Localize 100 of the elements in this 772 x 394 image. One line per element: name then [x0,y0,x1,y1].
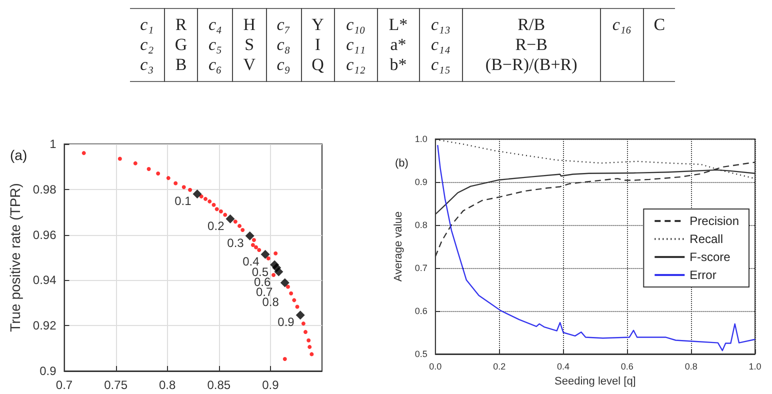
y-tick-label: 1.0 [414,134,428,144]
y-tick-label: 0.8 [414,220,428,230]
text: c₁₃ [430,15,450,34]
point [296,310,305,320]
point [254,245,258,250]
point [282,356,287,361]
point [257,248,262,252]
point [204,196,208,201]
text: Y [312,15,324,34]
text: S [244,35,254,54]
text: c₁₁ [346,35,366,54]
point [188,188,192,192]
annotation: 0.3 [227,236,244,250]
point [208,199,212,204]
annotation: 0.1 [174,194,192,208]
legend-label: Precision [690,214,740,228]
text: c₁ [140,15,154,34]
text: c₉ [276,55,290,74]
point [182,185,186,190]
text: c₁₄ [430,35,450,54]
text: c₇ [276,15,290,34]
point [118,156,122,161]
y-tick-label: 0.6 [414,306,428,316]
y-axis-title: Average value [392,211,404,282]
y-tick-label: 1 [50,137,57,151]
point [218,209,223,214]
x-axis-title: Seeding level [q] [554,375,636,388]
point [133,161,138,166]
text: c₂ [140,35,154,54]
point [286,284,290,289]
point [310,352,314,356]
point [274,267,284,276]
point [252,238,256,242]
chart-title: (a) [10,147,28,163]
text: I [314,35,321,54]
point [233,220,238,224]
point [272,272,276,277]
x-tick-label: 0.4 [556,362,570,372]
text: c₈ [276,35,290,54]
point [280,278,290,288]
text: Q [312,55,324,74]
x-tick-label: 0.8 [159,378,176,392]
x-tick-label: 1.0 [748,362,762,372]
point [292,298,296,302]
x-tick-label: 0.2 [493,362,506,372]
text: R [175,15,187,34]
text: c₁₂ [346,55,366,74]
legend-label: Error [690,268,716,282]
point [174,181,178,186]
text: c₁₀ [346,15,366,34]
text: (b) [395,158,408,170]
text: V [243,55,256,74]
text: H [243,15,256,34]
point [192,189,202,198]
legend-label: Recall [690,232,724,246]
point [199,194,204,198]
text: G [174,35,188,54]
y-tick-label: 0.7 [414,263,428,273]
text: c₆ [208,55,222,74]
point [306,338,311,342]
y-tick-label: 0.94 [32,273,57,288]
point [166,176,170,180]
annotation: 0.9 [278,315,295,330]
text: c₁₅ [430,55,450,74]
y-tick-label: 0.98 [32,182,57,196]
y-tick-label: 0.9 [414,177,428,187]
point [146,166,151,171]
text: c₄ [208,15,222,34]
point [289,291,294,296]
point [212,202,216,207]
x-tick-label: 0.0 [429,362,442,372]
text: L* [388,15,408,34]
point [301,322,306,326]
point [295,304,300,309]
point [226,214,235,224]
legend-label: F-score [690,250,731,264]
text: (B−R)/(B+R) [485,55,578,74]
text: c₁₆ [612,15,632,34]
point [304,330,308,334]
text: a* [390,35,406,54]
point [156,172,160,176]
x-tick-label: 0.6 [620,362,634,372]
text: R−B [515,35,548,54]
x-tick-label: 0.8 [684,362,698,372]
point [240,228,245,232]
x-tick-label: 0.85 [207,378,231,392]
x-tick-label: 0.75 [104,378,128,392]
text: R/B [518,15,546,34]
x-tick-label: 0.9 [262,378,280,392]
point [308,344,312,349]
point [223,212,228,217]
text: c₃ [140,55,154,74]
point [245,231,254,240]
point [214,207,219,212]
y-tick-label: 0.96 [32,228,57,242]
text: b* [390,55,407,74]
x-tick-label: 0.7 [56,378,73,392]
y-tick-label: 0.5 [414,349,428,359]
text: B [175,55,187,74]
point [250,243,255,248]
